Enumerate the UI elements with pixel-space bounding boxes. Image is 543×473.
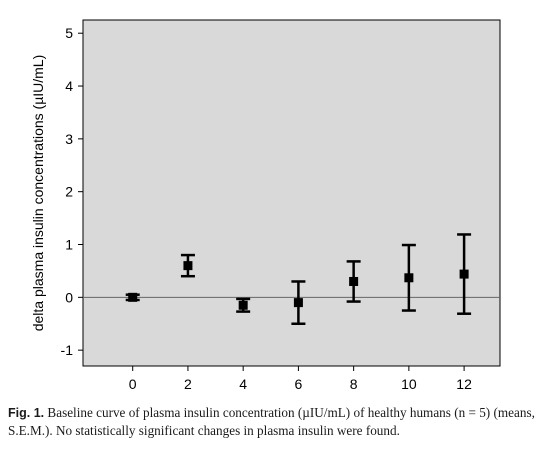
x-tick-label: 8	[350, 376, 358, 392]
data-point	[459, 269, 469, 279]
x-tick-label: 4	[239, 376, 247, 392]
data-point	[404, 273, 414, 283]
x-tick-label: 2	[184, 376, 192, 392]
data-point	[183, 261, 193, 271]
y-tick-label: 5	[65, 25, 73, 41]
x-tick-label: 10	[401, 376, 417, 392]
y-tick-label: 1	[65, 237, 73, 253]
data-point	[238, 300, 248, 310]
y-axis-label: delta plasma insulin concentrations (µIU…	[30, 55, 46, 332]
caption-text: Baseline curve of plasma insulin concent…	[8, 405, 535, 438]
plot-area	[82, 19, 501, 367]
x-tick-label: 0	[129, 376, 137, 392]
y-tick-label: 0	[65, 289, 73, 305]
data-point	[293, 298, 303, 308]
x-tick-label: 12	[456, 376, 472, 392]
y-tick-label: 3	[65, 131, 73, 147]
figure-label: Fig. 1.	[8, 406, 45, 420]
y-tick-label: 2	[65, 184, 73, 200]
figure-caption: Fig. 1. Baseline curve of plasma insulin…	[8, 404, 538, 439]
y-tick-label: -1	[61, 342, 74, 358]
data-point	[349, 276, 359, 286]
y-tick-label: 4	[65, 78, 73, 94]
x-tick-label: 6	[295, 376, 303, 392]
data-point	[128, 292, 138, 302]
